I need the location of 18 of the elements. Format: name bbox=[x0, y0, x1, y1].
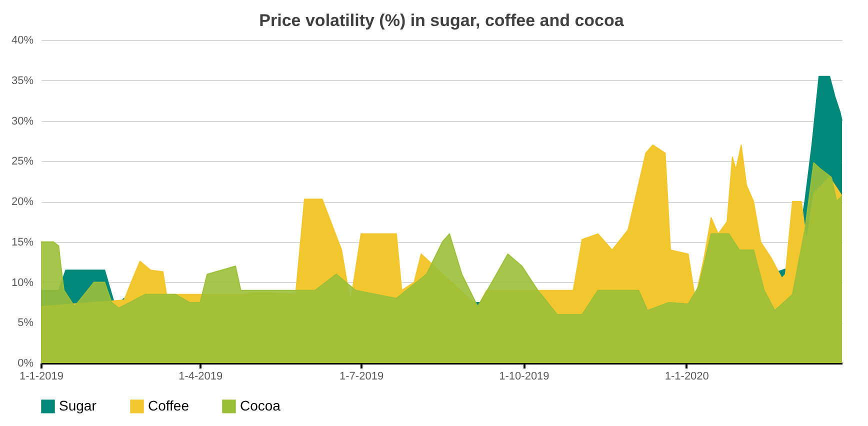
y-tick-label: 25% bbox=[11, 156, 34, 168]
chart-title: Price volatility (%) in sugar, coffee and cocoa bbox=[259, 11, 624, 30]
x-tick-label: 1-1-2019 bbox=[19, 370, 64, 382]
x-tick-label: 1-7-2019 bbox=[340, 370, 384, 382]
legend-label: Cocoa bbox=[240, 397, 281, 414]
x-tick-label: 1-1-2020 bbox=[664, 370, 709, 382]
legend-label: Coffee bbox=[148, 397, 190, 414]
y-tick-label: 0% bbox=[18, 358, 34, 370]
y-tick-label: 35% bbox=[11, 74, 34, 87]
y-tick-label: 10% bbox=[11, 276, 34, 289]
y-tick-label: 40% bbox=[11, 34, 34, 46]
x-tick-label: 1-4-2019 bbox=[178, 370, 223, 382]
y-tick-label: 20% bbox=[11, 196, 34, 208]
legend-label: Sugar bbox=[59, 397, 97, 414]
y-tick-label: 5% bbox=[18, 317, 34, 330]
y-tick-label: 15% bbox=[11, 236, 34, 248]
x-tick-label: 1-10-2019 bbox=[499, 370, 550, 382]
y-tick-label: 30% bbox=[11, 115, 34, 128]
